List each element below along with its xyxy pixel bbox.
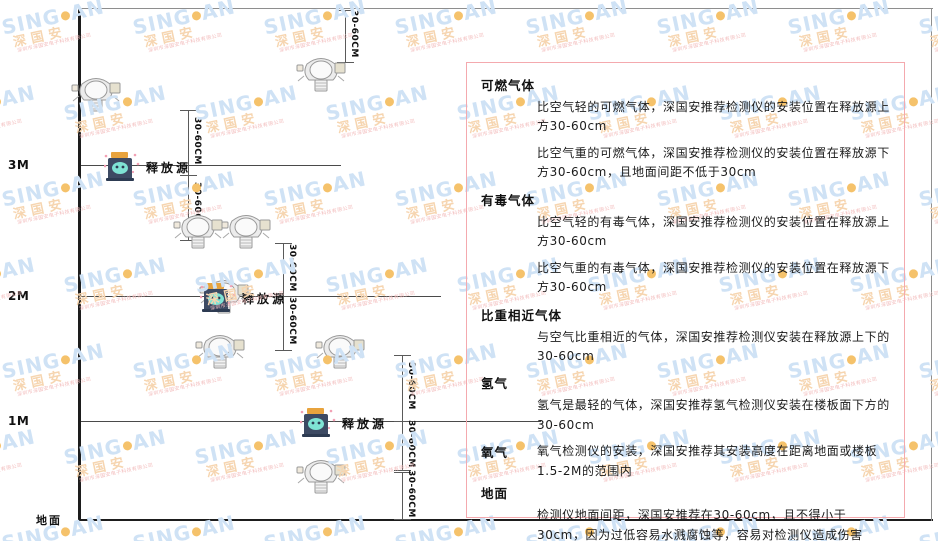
dimension-tick: [394, 355, 411, 356]
guideline-section: 氢气氢气是最轻的气体，深国安推荐氢气检测仪安装在楼板面下方的30-60cm: [481, 373, 890, 435]
dimension-label: 30-60CM: [406, 362, 416, 410]
guideline-section-title: 有毒气体: [481, 192, 536, 208]
guideline-section-title: 比重相近气体: [481, 307, 563, 323]
dimension-label: 30-60CM: [287, 297, 297, 345]
dimension-line: [345, 10, 346, 62]
dimension-line: [283, 243, 284, 296]
dimension-tick: [180, 175, 197, 176]
release-source-icon: [199, 281, 240, 315]
guideline-paragraph: 比空气重的可燃气体，深国安推荐检测仪的安装位置在释放源下方30-60cm，且地面…: [537, 145, 890, 180]
release-source-icon: [299, 406, 340, 440]
axis-vertical: [78, 8, 81, 521]
guideline-section: 比重相近气体与空气比重相近的气体，深国安推荐检测仪安装在释放源上下的30-60c…: [481, 305, 890, 367]
dimension-tick: [180, 240, 197, 241]
guideline-section-title: 地面: [481, 486, 509, 502]
guideline-paragraph: 氢气是最轻的气体，深国安推荐氢气检测仪安装在楼板面下方的30-60cm: [537, 398, 890, 432]
guideline-paragraph: 比空气轻的有毒气体，深国安推荐检测仪的安装位置在释放源上方30-60cm: [537, 214, 890, 249]
level-label-3m: 3M: [8, 158, 30, 172]
release-source-label: 释放源: [242, 292, 288, 306]
guideline-paragraph: 比空气重的有毒气体，深国安推荐检测仪的安装位置在释放源下方30-60cm: [537, 260, 890, 295]
level-label-2m: 2M: [8, 289, 30, 303]
diagram-right-edge: [931, 8, 932, 521]
dimension-tick: [275, 296, 292, 297]
gas-detector-icon: [218, 205, 274, 251]
release-source-label: 释放源: [146, 161, 192, 175]
dimension-tick: [337, 10, 354, 11]
dimension-label: 30-60CM: [192, 181, 202, 230]
guideline-section-title: 可燃气体: [481, 78, 536, 93]
dimension-tick: [180, 110, 197, 111]
dimension-tick: [275, 243, 292, 244]
gas-detector-icon: [293, 450, 349, 496]
dimension-line: [402, 472, 403, 519]
guideline-section: 有毒气体 比空气轻的有毒气体，深国安推荐检测仪的安装位置在释放源上方30-60cm…: [481, 190, 890, 298]
dimension-line: [188, 175, 189, 240]
dimension-label: 30-60CM: [349, 10, 359, 58]
dimension-label: 30-60CM: [406, 419, 416, 468]
dimension-line: [283, 296, 284, 350]
dimension-tick: [394, 421, 411, 422]
gas-detector-icon: [170, 205, 226, 251]
gas-detector-icon: [68, 68, 124, 114]
level-label-1m: 1M: [8, 414, 30, 428]
ground-label: 地面: [36, 514, 62, 527]
guideline-paragraph: 氧气检测仪的安装，深国安推荐其安装高度在距离地面或楼板1.5-2M的范围内: [537, 444, 878, 478]
dimension-line: [402, 355, 403, 421]
dimension-line: [402, 421, 403, 470]
dimension-tick: [337, 62, 354, 63]
gas-detector-icon: [293, 48, 349, 94]
dimension-tick: [394, 472, 411, 473]
release-source-icon: [103, 150, 144, 184]
guideline-section-title: 氧气: [481, 445, 509, 461]
dimension-label: 30-60CM: [192, 116, 202, 165]
dimension-tick: [275, 350, 292, 351]
dimension-label: 30-60CM: [287, 243, 297, 292]
guideline-section: 可燃气体 比空气轻的可燃气体，深国安推荐检测仪的安装位置在释放源上方30-60cm…: [481, 75, 890, 183]
guideline-section-title: 氢气: [481, 376, 509, 392]
dimension-tick: [394, 519, 411, 520]
level-line-2m: [81, 296, 441, 297]
gas-detector-icon: [192, 325, 248, 371]
guideline-section: 氧气 氧气检测仪的安装，深国安推荐其安装高度在距离地面或楼板1.5-2M的范围内: [481, 442, 890, 481]
level-line-3m: [81, 165, 341, 166]
dimension-tick: [394, 470, 411, 471]
axis-ground: [78, 519, 933, 521]
guideline-section: 地面检测仪地面间距，深国安推荐在30-60cm，且不得小于30cm，因为过低容易…: [481, 483, 890, 545]
diagram-top-edge: [78, 8, 933, 9]
guideline-paragraph: 检测仪地面间距，深国安推荐在30-60cm，且不得小于30cm，因为过低容易水溅…: [537, 508, 863, 542]
gas-detector-icon: [312, 325, 368, 371]
guideline-paragraph: 比空气轻的可燃气体，深国安推荐检测仪的安装位置在释放源上方30-60cm: [537, 100, 890, 134]
dimension-line: [188, 110, 189, 175]
dimension-label: 30-60CM: [406, 469, 416, 518]
release-source-label: 释放源: [342, 417, 388, 431]
guideline-paragraph: 与空气比重相近的气体，深国安推荐检测仪安装在释放源上下的30-60cm: [537, 329, 890, 363]
installation-guidelines-panel: 可燃气体 比空气轻的可燃气体，深国安推荐检测仪的安装位置在释放源上方30-60cm…: [466, 62, 905, 542]
